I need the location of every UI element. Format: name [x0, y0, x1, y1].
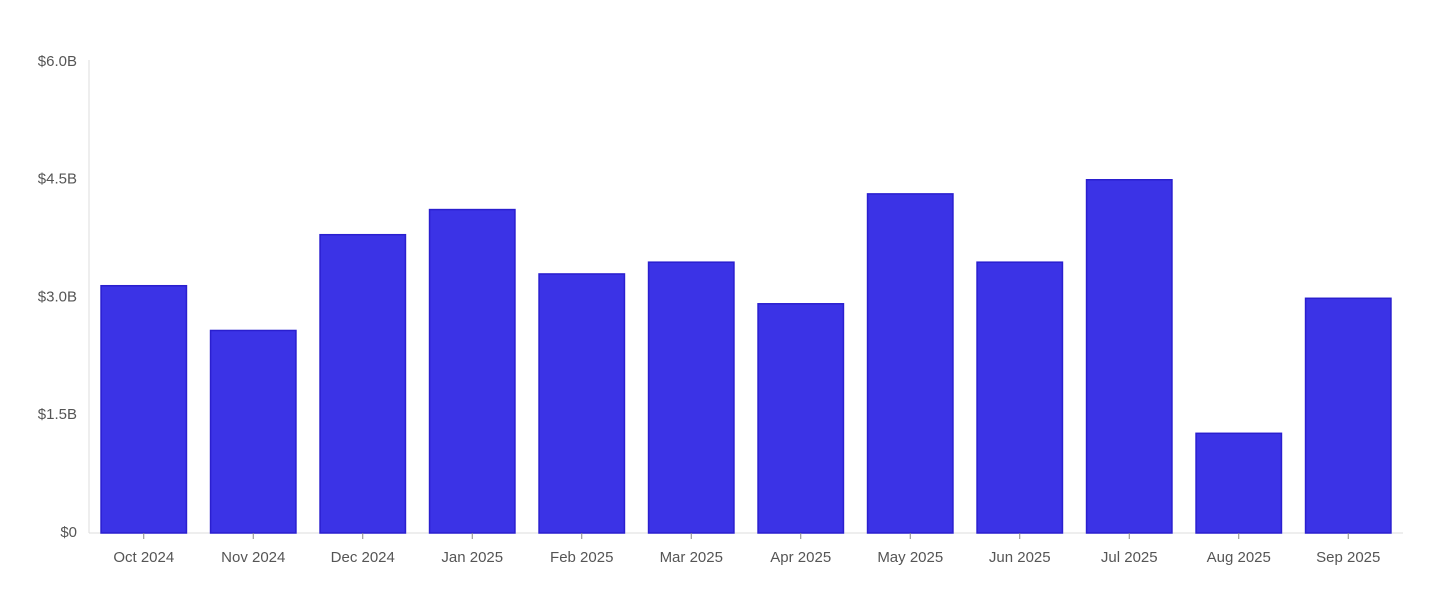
- bar: [209, 329, 297, 534]
- y-tick-label: $6.0B: [38, 53, 77, 70]
- x-tick-label: Apr 2025: [770, 549, 831, 566]
- x-tick-label: Mar 2025: [660, 549, 723, 566]
- x-tick-label: Dec 2024: [331, 549, 395, 566]
- bar: [976, 261, 1064, 534]
- y-tick-label: $1.5B: [38, 406, 77, 423]
- x-tick-label: Nov 2024: [221, 549, 285, 566]
- x-tick-label: May 2025: [877, 549, 943, 566]
- y-tick-label: $4.5B: [38, 171, 77, 188]
- bar: [100, 284, 188, 534]
- bar: [1304, 297, 1392, 534]
- x-tick-label: Aug 2025: [1207, 549, 1271, 566]
- bar: [1195, 432, 1283, 534]
- bar: [866, 193, 954, 534]
- x-tick-label: Jun 2025: [989, 549, 1051, 566]
- x-tick-label: Sep 2025: [1316, 549, 1380, 566]
- x-tick-label: Feb 2025: [550, 549, 613, 566]
- y-tick-label: $0: [60, 524, 77, 541]
- bar: [1085, 179, 1173, 534]
- y-tick-label: $3.0B: [38, 288, 77, 305]
- bar: [319, 233, 407, 534]
- x-tick-label: Jan 2025: [441, 549, 503, 566]
- bar: [757, 303, 845, 534]
- x-tick-label: Jul 2025: [1101, 549, 1158, 566]
- bar: [538, 273, 626, 534]
- x-tick-label: Oct 2024: [113, 549, 174, 566]
- bar: [647, 261, 735, 534]
- bar: [428, 208, 516, 534]
